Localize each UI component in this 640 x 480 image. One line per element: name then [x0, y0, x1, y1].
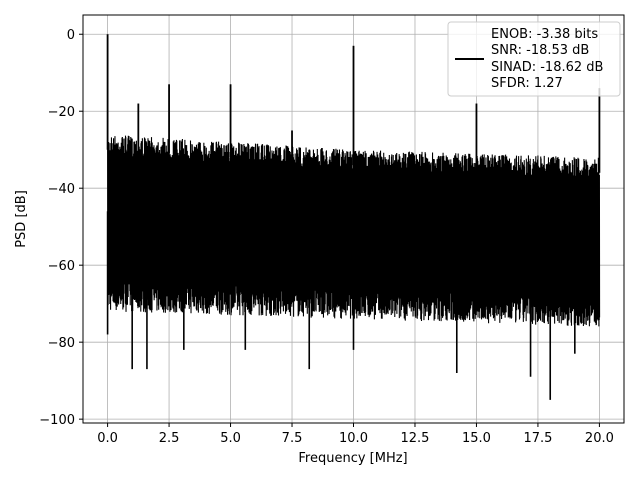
x-tick-label: 2.5 [159, 431, 180, 446]
y-tick-label: −20 [48, 105, 75, 120]
legend-enob: ENOB: -3.38 bits [491, 27, 598, 42]
legend-sinad: SINAD: -18.62 dB [491, 60, 603, 75]
y-tick-label: −40 [48, 182, 75, 197]
x-tick-label: 17.5 [523, 431, 552, 446]
y-tick-label: −60 [48, 259, 75, 274]
y-axis-label: PSD [dB] [14, 190, 29, 248]
legend-box [447, 21, 621, 97]
y-axis-ticks: 0 −20 −40 −60 −80 −100 [39, 28, 83, 428]
psd-trace [106, 34, 601, 400]
x-axis-ticks: 0.0 2.5 5.0 7.5 10.0 12.5 15.0 17.5 20.0 [97, 423, 614, 446]
x-tick-label: 0.0 [97, 431, 118, 446]
legend-snr: SNR: -18.53 dB [491, 43, 589, 58]
x-axis-label: Frequency [MHz] [298, 451, 407, 466]
legend: ENOB: -3.38 bits SNR: -18.53 dB SINAD: -… [447, 21, 621, 97]
y-tick-label: −80 [48, 336, 75, 351]
x-tick-label: 20.0 [585, 431, 614, 446]
x-tick-label: 12.5 [401, 431, 430, 446]
x-tick-label: 5.0 [220, 431, 241, 446]
y-tick-label: −100 [39, 413, 75, 428]
x-tick-label: 15.0 [462, 431, 491, 446]
legend-sfdr: SFDR: 1.27 [491, 76, 563, 91]
x-tick-label: 7.5 [282, 431, 303, 446]
y-tick-label: 0 [67, 28, 75, 43]
x-tick-label: 10.0 [339, 431, 368, 446]
